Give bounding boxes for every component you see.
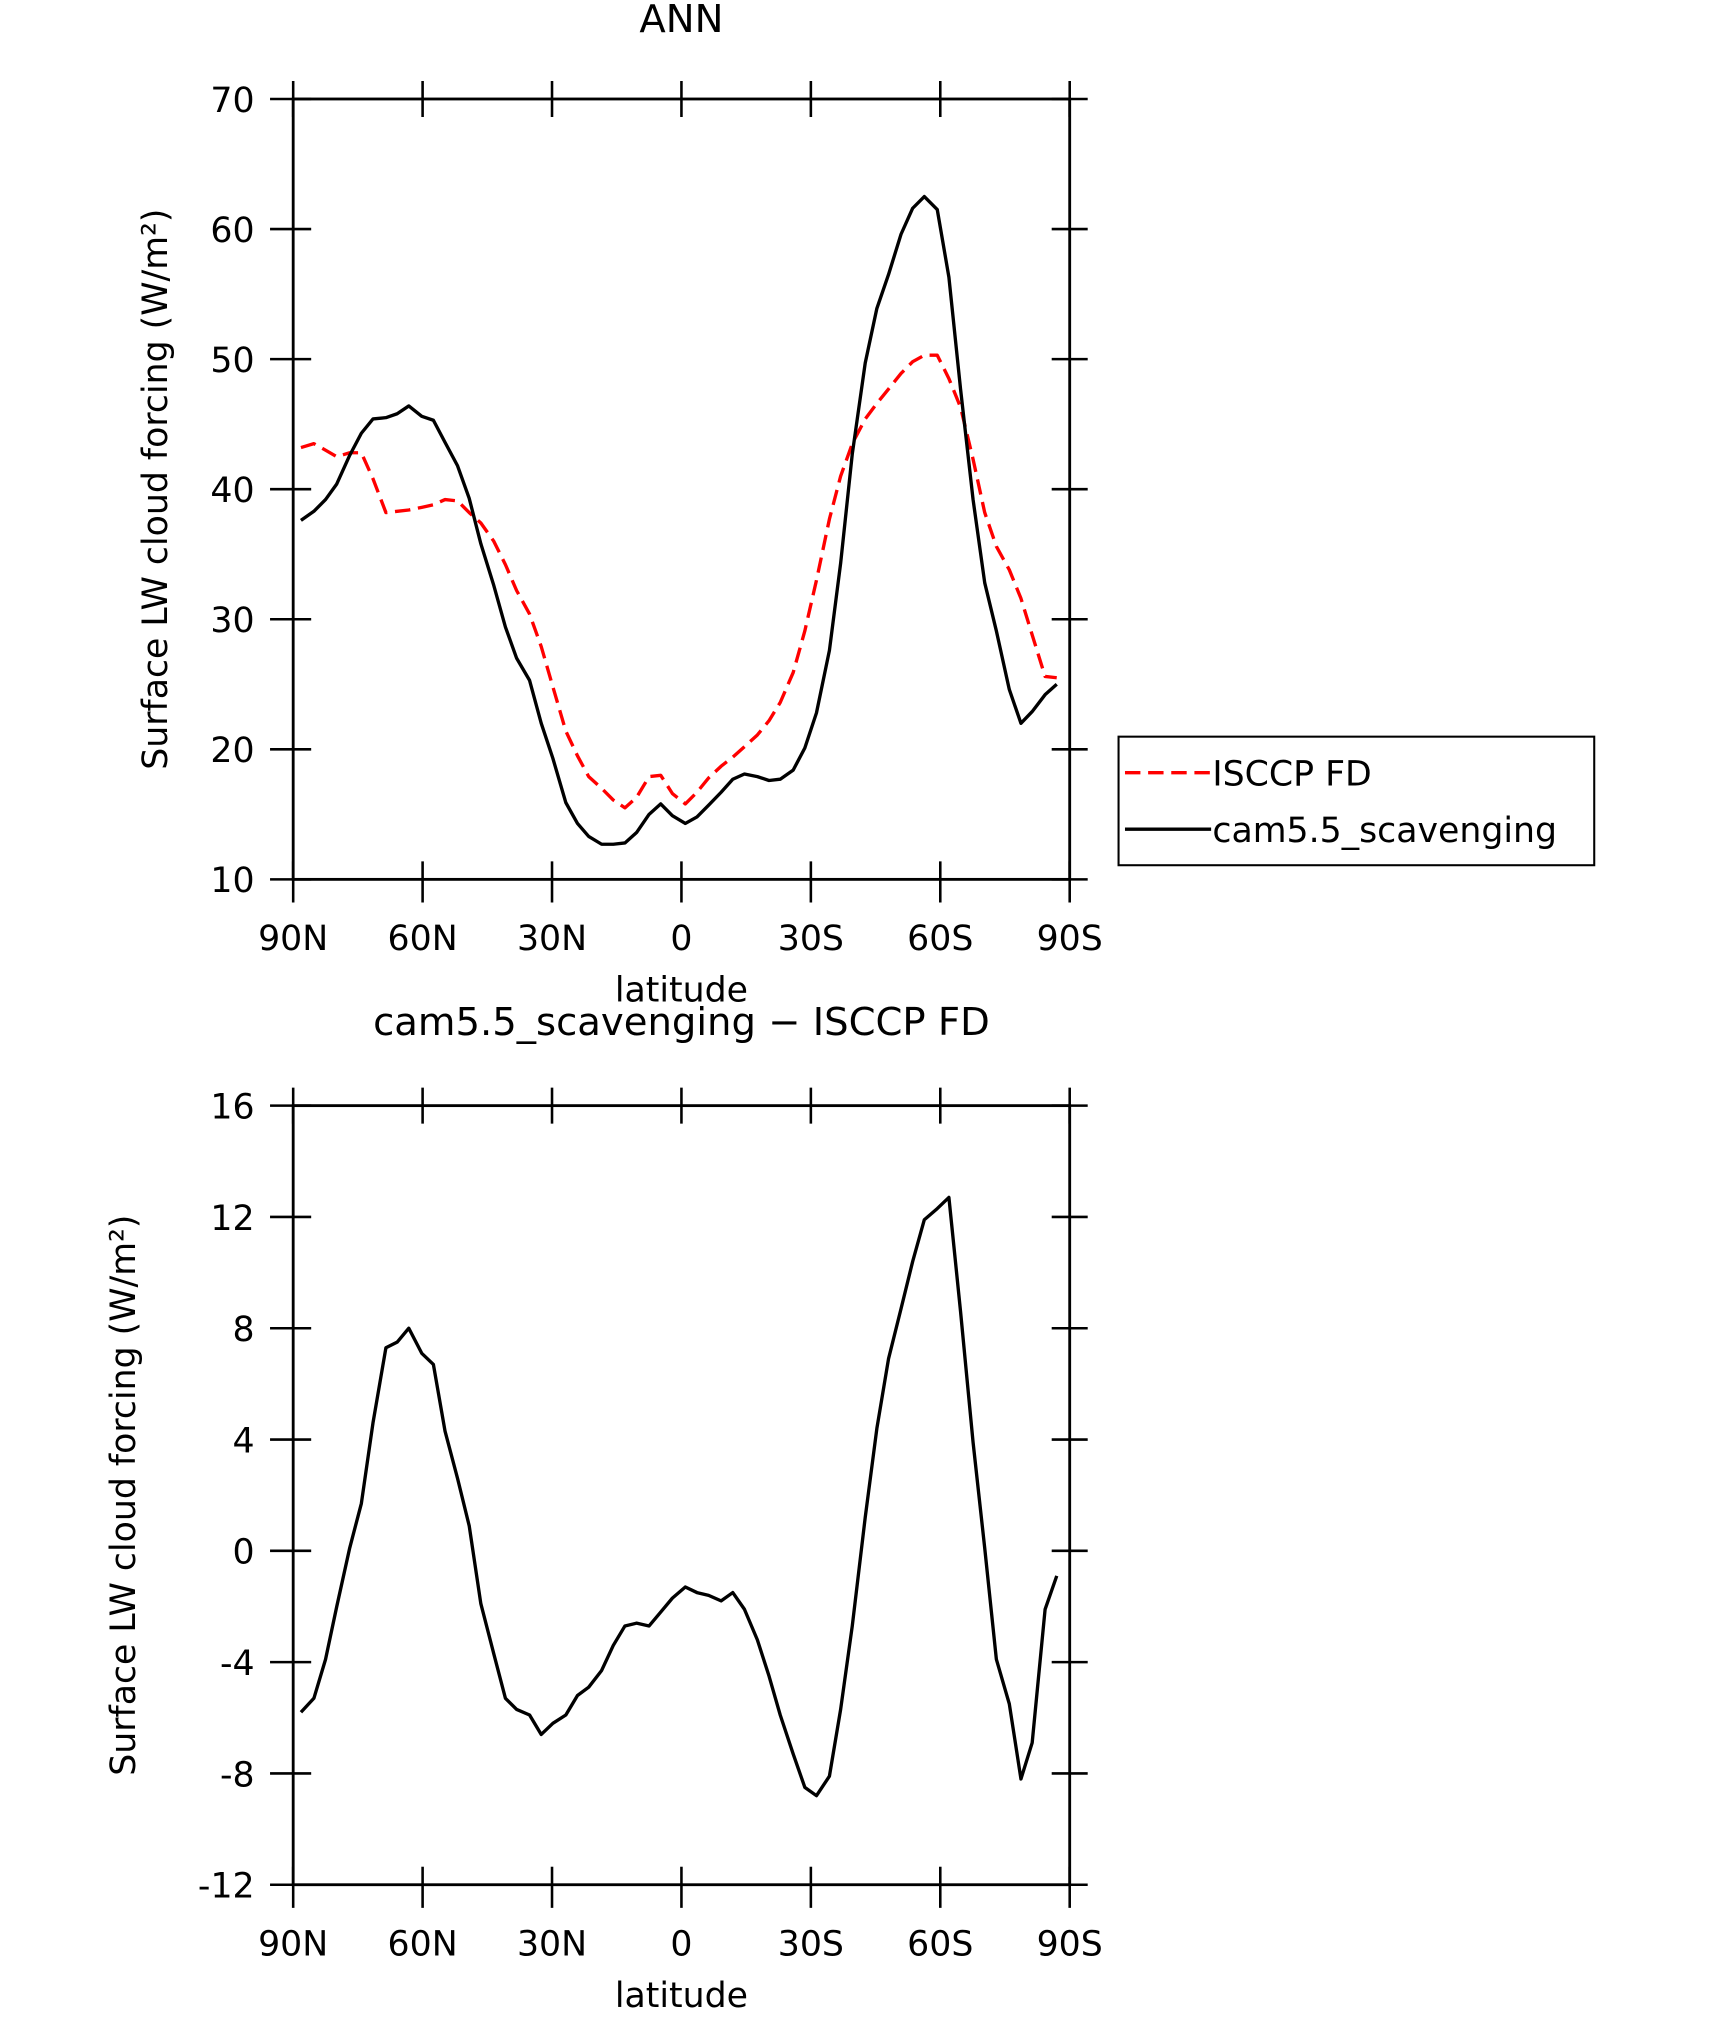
x-tick-label: 0 (670, 1924, 692, 1964)
y-tick-label: 8 (233, 1310, 255, 1350)
y-tick-label: 16 (210, 1087, 254, 1127)
y-tick-label: -4 (220, 1644, 255, 1684)
chart-title: ANN (639, 0, 723, 42)
x-tick-label: 90S (1037, 1924, 1103, 1964)
x-tick-label: 0 (670, 919, 692, 959)
y-tick-label: 70 (210, 81, 254, 121)
x-tick-label: 30S (778, 919, 844, 959)
legend-label: cam5.5_scavenging (1212, 811, 1557, 851)
x-axis-label: latitude (615, 971, 748, 1011)
y-axis-label: Surface LW cloud forcing (W/m²) (136, 209, 176, 770)
y-tick-label: 50 (210, 341, 254, 381)
x-tick-label: 90N (258, 1924, 328, 1964)
y-tick-label: 60 (210, 211, 254, 251)
plot-frame (291, 1104, 1072, 1887)
x-tick-label: 60N (388, 1924, 458, 1964)
y-tick-label: 10 (210, 861, 254, 901)
x-axis-label: latitude (615, 1976, 748, 2016)
y-tick-label: 40 (210, 471, 254, 511)
x-tick-label: 60N (388, 919, 458, 959)
data-line (299, 1195, 1059, 1798)
x-tick-label: 60S (907, 919, 973, 959)
y-tick-label: 30 (210, 601, 254, 641)
y-tick-label: 12 (210, 1199, 254, 1239)
x-tick-label: 90N (258, 919, 328, 959)
y-tick-label: 20 (210, 731, 254, 771)
x-tick-label: 30N (517, 1924, 587, 1964)
x-tick-label: 30N (517, 919, 587, 959)
data-line (300, 353, 1057, 810)
legend-box (1117, 735, 1596, 867)
y-tick-label: 4 (233, 1421, 255, 1461)
x-tick-label: 90S (1037, 919, 1103, 959)
y-tick-label: -8 (220, 1755, 255, 1795)
y-tick-label: 0 (233, 1533, 255, 1573)
chart-title: cam5.5_scavenging − ISCCP FD (373, 1000, 990, 1045)
legend-label: ISCCP FD (1212, 755, 1371, 795)
x-tick-label: 60S (907, 1924, 973, 1964)
y-tick-label: -12 (198, 1867, 255, 1907)
plot-frame (291, 97, 1072, 881)
y-axis-label: Surface LW cloud forcing (W/m²) (104, 1215, 144, 1776)
data-line (299, 194, 1058, 846)
x-tick-label: 30S (778, 1924, 844, 1964)
